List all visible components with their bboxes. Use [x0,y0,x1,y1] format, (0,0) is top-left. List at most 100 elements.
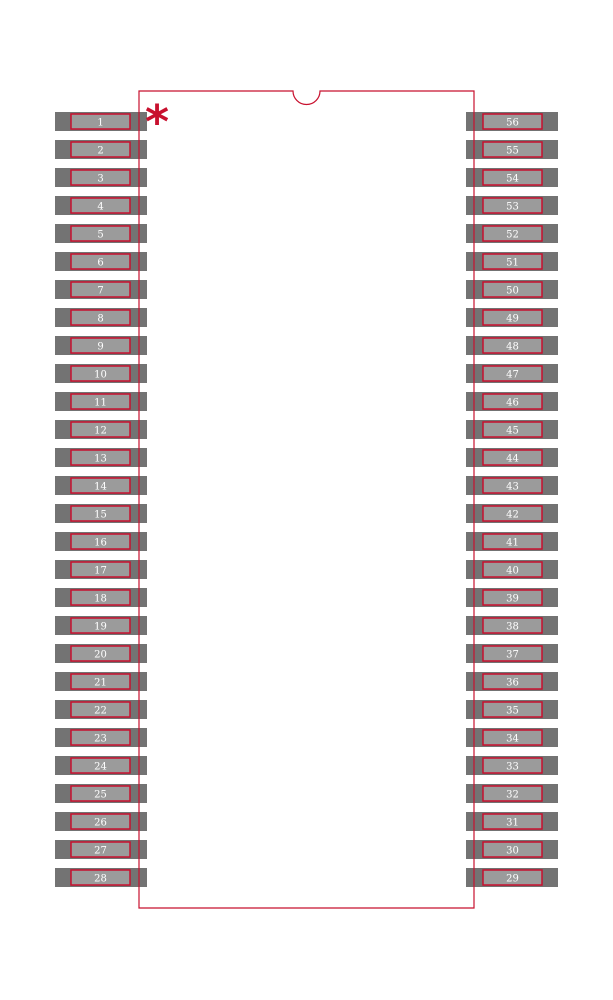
pad-18: 18 [55,588,147,607]
pad-27: 27 [55,840,147,859]
pad-outline [482,869,543,886]
pad-outline [70,281,131,298]
pin-number: 19 [94,622,107,633]
pin-number: 29 [506,874,519,885]
pin-number: 12 [94,426,107,437]
pin1-marker: * [145,95,169,149]
pad-5: 5 [55,224,147,243]
pin-number: 32 [506,790,519,801]
pad-outline [482,701,543,718]
pad-14: 14 [55,476,147,495]
pin-number: 11 [94,398,107,409]
pin-number: 55 [506,146,519,157]
pin-number: 46 [506,398,519,409]
pad-outline [70,421,131,438]
pad-outline [482,589,543,606]
pad-outline [482,365,543,382]
pad-outline [482,729,543,746]
pin-number: 48 [506,342,519,353]
pad-47: 47 [466,364,558,383]
pad-outline [482,477,543,494]
pad-outline [70,113,131,130]
pin-number: 54 [506,174,519,185]
pad-53: 53 [466,196,558,215]
pin-number: 22 [94,706,107,717]
pin-number: 28 [94,874,107,885]
pad-outline [70,477,131,494]
pad-outline [70,197,131,214]
pad-outline [70,729,131,746]
pad-7: 7 [55,280,147,299]
pad-outline [70,757,131,774]
pin-number: 27 [94,846,107,857]
pad-outline [70,673,131,690]
pad-38: 38 [466,616,558,635]
pin-number: 13 [94,454,107,465]
pad-28: 28 [55,868,147,887]
pad-43: 43 [466,476,558,495]
pin-number: 38 [506,622,519,633]
pin-number: 20 [94,650,107,661]
pin-number: 1 [97,118,103,129]
pad-12: 12 [55,420,147,439]
pin-number: 53 [506,202,519,213]
pad-outline [482,533,543,550]
pad-19: 19 [55,616,147,635]
pin-number: 34 [506,734,519,745]
pad-outline [482,225,543,242]
pad-24: 24 [55,756,147,775]
pad-outline [70,225,131,242]
pin-number: 7 [97,286,103,297]
pad-outline [482,281,543,298]
pad-26: 26 [55,812,147,831]
pin-number: 44 [506,454,519,465]
pad-outline [70,505,131,522]
pin-number: 40 [506,566,519,577]
pad-outline [70,141,131,158]
pad-20: 20 [55,644,147,663]
pin-number: 10 [94,370,107,381]
pad-outline [482,393,543,410]
pad-30: 30 [466,840,558,859]
pad-outline [482,337,543,354]
pin-number: 23 [94,734,107,745]
pin-number: 21 [94,678,107,689]
pad-50: 50 [466,280,558,299]
pin-number: 3 [97,174,103,185]
pad-11: 11 [55,392,147,411]
pad-37: 37 [466,644,558,663]
pin-number: 43 [506,482,519,493]
pad-outline [70,561,131,578]
pad-52: 52 [466,224,558,243]
pad-outline [70,841,131,858]
pad-outline [70,645,131,662]
pad-outline [70,169,131,186]
pad-outline [482,449,543,466]
pad-49: 49 [466,308,558,327]
pad-6: 6 [55,252,147,271]
pad-outline [70,533,131,550]
pad-56: 56 [466,112,558,131]
pin-number: 18 [94,594,107,605]
pin-number: 52 [506,230,519,241]
pad-21: 21 [55,672,147,691]
pad-54: 54 [466,168,558,187]
pad-outline [70,617,131,634]
pad-outline [70,701,131,718]
pad-23: 23 [55,728,147,747]
pad-46: 46 [466,392,558,411]
pin-number: 6 [97,258,103,269]
pin-number: 56 [506,118,519,129]
pad-45: 45 [466,420,558,439]
pin-number: 37 [506,650,519,661]
pad-36: 36 [466,672,558,691]
pad-39: 39 [466,588,558,607]
pad-outline [482,197,543,214]
pad-outline [70,785,131,802]
pad-3: 3 [55,168,147,187]
pad-outline [70,813,131,830]
pad-55: 55 [466,140,558,159]
pin-number: 45 [506,426,519,437]
pad-outline [70,589,131,606]
